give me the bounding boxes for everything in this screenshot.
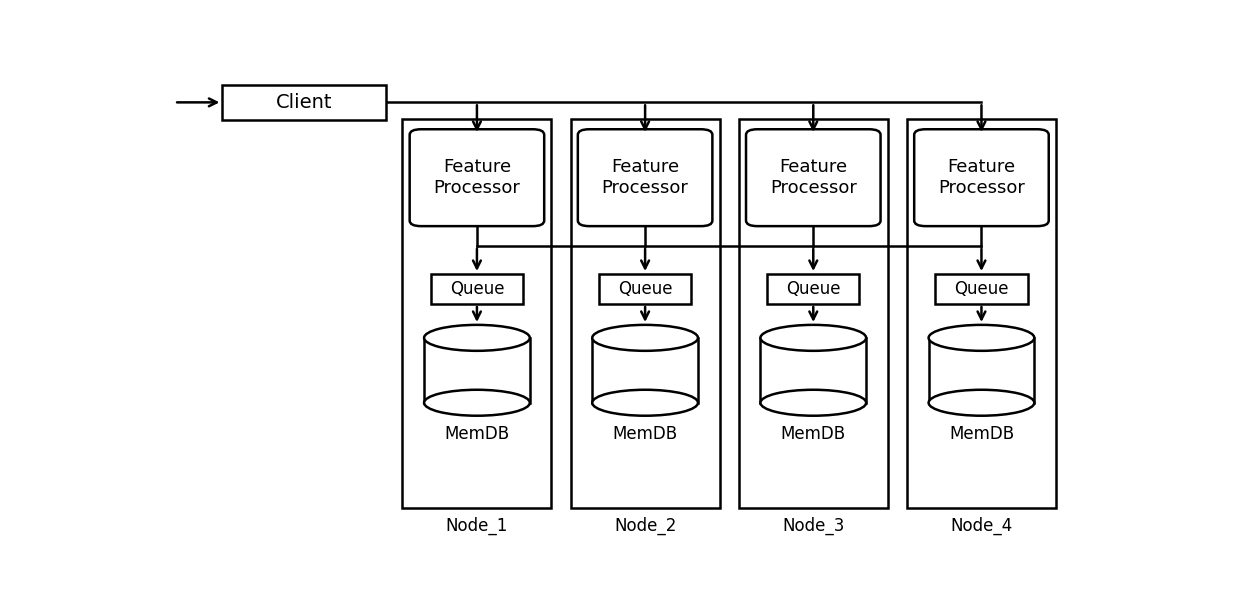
Text: Node_2: Node_2	[614, 517, 676, 535]
Ellipse shape	[424, 389, 529, 416]
Text: Feature
Processor: Feature Processor	[434, 158, 521, 197]
Text: MemDB: MemDB	[949, 425, 1014, 443]
Bar	[430, 274, 523, 304]
Text: Client: Client	[275, 93, 332, 112]
Text: Node_4: Node_4	[950, 517, 1013, 535]
Ellipse shape	[929, 389, 1034, 416]
Text: MemDB: MemDB	[781, 425, 846, 443]
Bar	[739, 119, 888, 508]
Bar	[906, 119, 1056, 508]
Bar	[593, 338, 698, 403]
Text: Queue: Queue	[955, 280, 1008, 298]
Bar	[424, 338, 529, 403]
Ellipse shape	[593, 389, 698, 416]
Bar	[929, 338, 1034, 403]
Bar	[768, 274, 859, 304]
Text: Queue: Queue	[786, 280, 841, 298]
Text: Node_3: Node_3	[782, 517, 844, 535]
FancyBboxPatch shape	[409, 129, 544, 226]
Text: Node_1: Node_1	[445, 517, 508, 535]
Bar	[599, 274, 691, 304]
Bar	[222, 85, 386, 120]
Text: MemDB: MemDB	[613, 425, 678, 443]
Bar	[403, 119, 552, 508]
Bar	[570, 119, 719, 508]
Ellipse shape	[760, 325, 867, 351]
Ellipse shape	[424, 325, 529, 351]
Ellipse shape	[760, 389, 867, 416]
Text: Feature
Processor: Feature Processor	[770, 158, 857, 197]
Text: Queue: Queue	[450, 280, 505, 298]
FancyBboxPatch shape	[746, 129, 880, 226]
FancyBboxPatch shape	[914, 129, 1049, 226]
Ellipse shape	[593, 325, 698, 351]
Bar	[935, 274, 1028, 304]
FancyBboxPatch shape	[578, 129, 713, 226]
Text: Feature
Processor: Feature Processor	[601, 158, 688, 197]
Text: MemDB: MemDB	[444, 425, 510, 443]
Text: Queue: Queue	[618, 280, 672, 298]
Bar	[760, 338, 866, 403]
Text: Feature
Processor: Feature Processor	[937, 158, 1025, 197]
Ellipse shape	[929, 325, 1034, 351]
